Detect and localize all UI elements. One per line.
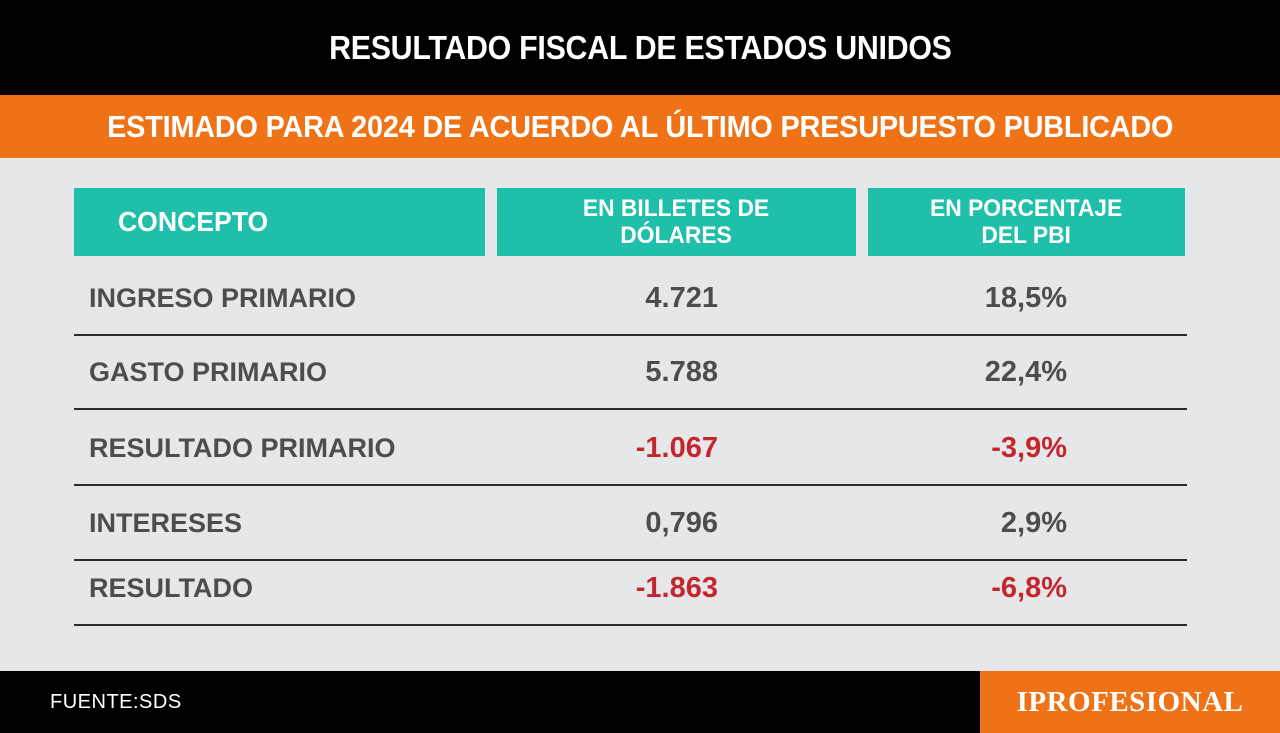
table-row-gasto-primario: GASTO PRIMARIO 5.788 22,4% [74,336,1187,410]
brand-logo: IPROFESIONAL [1016,685,1244,718]
page-title: RESULTADO FISCAL DE ESTADOS UNIDOS [328,28,952,66]
row-pct-value: 2,9% [1000,506,1067,539]
row-concept: INGRESO PRIMARIO [89,282,357,313]
row-usd-value: -1.067 [635,431,718,464]
column-header-usd-line2: DÓLARES [620,222,733,249]
column-header-pct-line1: EN PORCENTAJE [930,195,1123,222]
column-header-pct-line2: DEL PBI [981,222,1072,249]
row-pct-value: 22,4% [984,355,1067,388]
row-usd-value: -1.863 [635,571,718,604]
row-pct-value: 18,5% [984,281,1067,314]
title-bar: RESULTADO FISCAL DE ESTADOS UNIDOS [0,0,1280,95]
row-pct-value: -6,8% [991,571,1067,604]
source-label: FUENTE:SDS [50,690,182,713]
table-row-intereses: INTERESES 0,796 2,9% [74,487,1187,561]
row-concept: GASTO PRIMARIO [89,356,328,387]
row-concept: RESULTADO [89,572,253,603]
footer-bar: FUENTE:SDS [0,671,980,733]
row-concept: INTERESES [89,507,243,538]
page-subtitle: ESTIMADO PARA 2024 DE ACUERDO AL ÚLTIMO … [106,108,1174,144]
column-header-pct: EN PORCENTAJE DEL PBI [868,188,1185,256]
subtitle-bar: ESTIMADO PARA 2024 DE ACUERDO AL ÚLTIMO … [0,95,1280,158]
table-row-resultado-primario: RESULTADO PRIMARIO -1.067 -3,9% [74,412,1187,486]
column-header-concept: CONCEPTO [74,188,485,256]
column-header-usd-line1: EN BILLETES DE [583,195,770,222]
brand-logo-box: IPROFESIONAL [980,671,1280,733]
row-usd-value: 0,796 [645,506,718,539]
row-usd-value: 4.721 [645,281,718,314]
table-row-resultado: RESULTADO -1.863 -6,8% [74,552,1187,626]
row-pct-value: -3,9% [991,431,1067,464]
column-header-concept-label: CONCEPTO [117,206,269,237]
column-header-usd: EN BILLETES DE DÓLARES [497,188,856,256]
row-usd-value: 5.788 [645,355,718,388]
table-row-ingreso-primario: INGRESO PRIMARIO 4.721 18,5% [74,262,1187,336]
row-concept: RESULTADO PRIMARIO [89,432,396,463]
